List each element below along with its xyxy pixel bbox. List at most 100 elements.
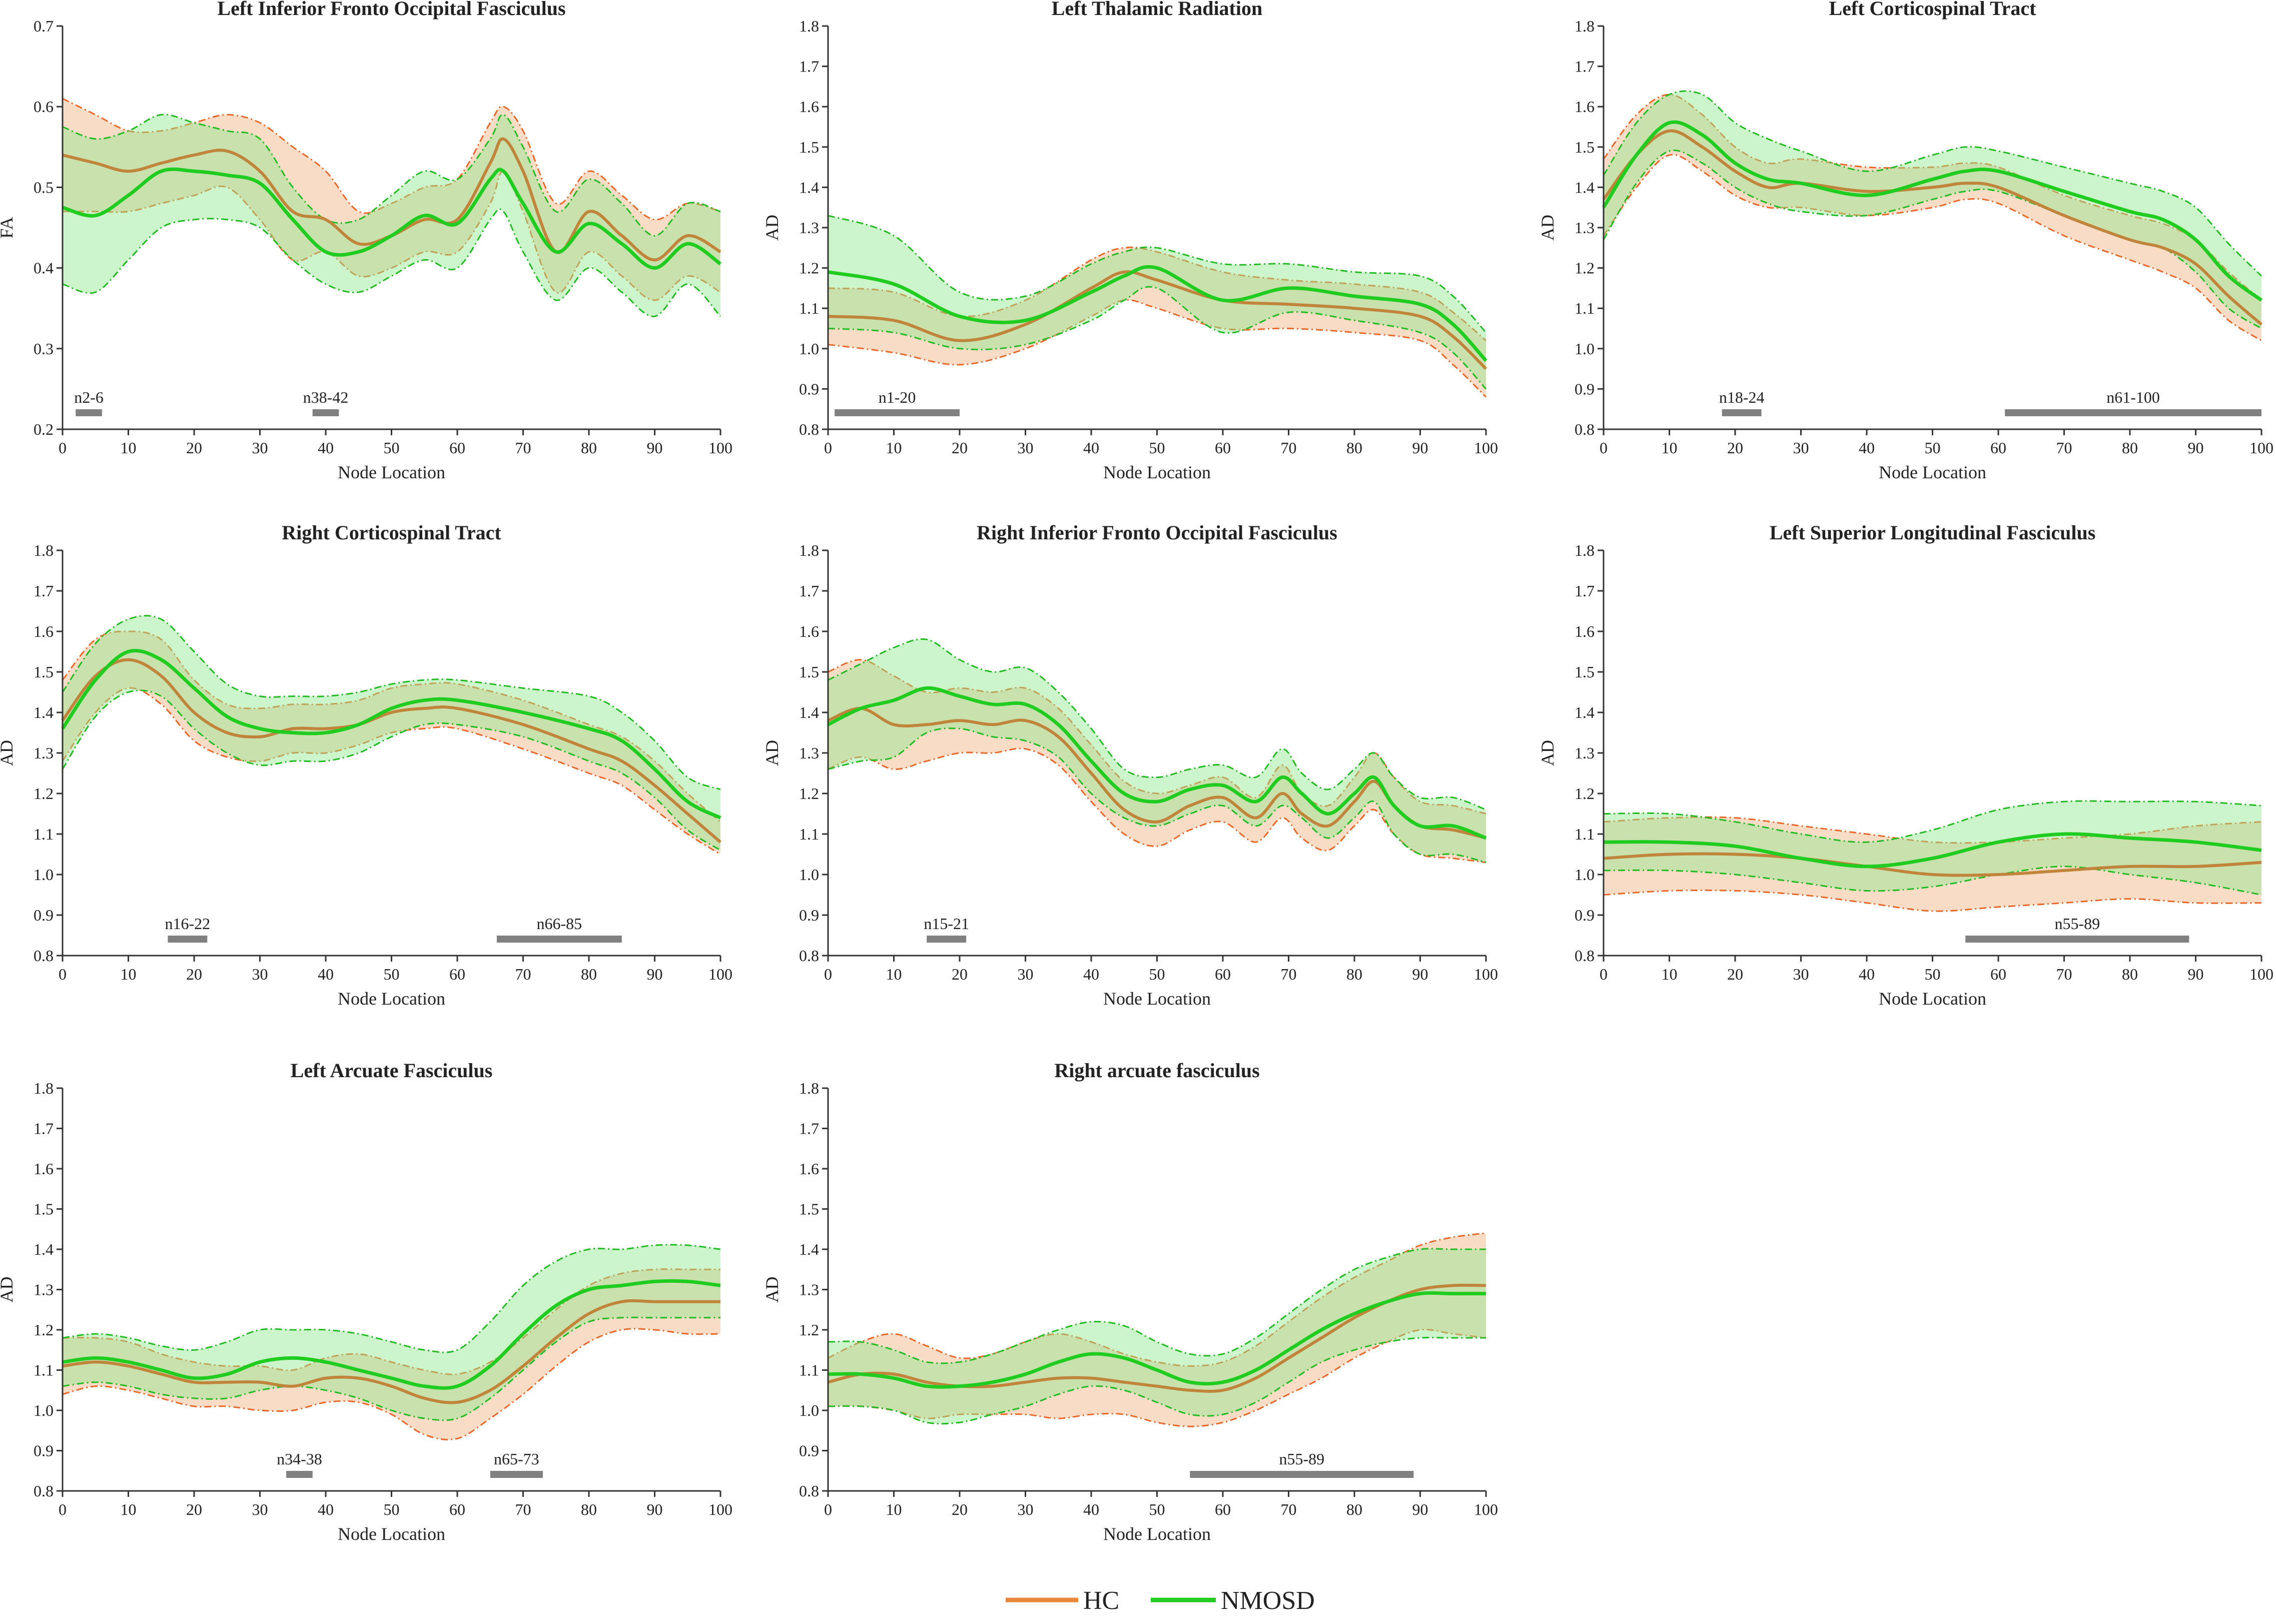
x-tick-label: 20 xyxy=(1727,965,1743,983)
y-axis-label: AD xyxy=(1538,740,1558,766)
y-tick-label: 0.9 xyxy=(1575,380,1595,398)
nmosd-confidence-band xyxy=(63,114,720,317)
nmosd-confidence-band xyxy=(63,1244,720,1420)
y-tick-label: 1.6 xyxy=(799,622,819,640)
x-tick-label: 50 xyxy=(384,1500,400,1518)
nmosd-mean-line xyxy=(62,1279,721,1390)
y-tick-label: 1.8 xyxy=(799,1079,819,1097)
x-tick-label: 60 xyxy=(1990,965,2006,983)
y-tick-label: 1.5 xyxy=(34,1200,54,1218)
x-tick-label: 90 xyxy=(1412,439,1428,457)
significance-bar xyxy=(312,409,339,416)
y-tick-label: 1.5 xyxy=(1575,138,1595,156)
chart-panel-1: Left Inferior Fronto Occipital Fasciculu… xyxy=(0,0,732,482)
x-tick-label: 90 xyxy=(647,965,663,983)
significance-label: n16-22 xyxy=(165,915,211,933)
hc-confidence-band xyxy=(1604,95,2261,341)
x-tick-label: 60 xyxy=(1990,439,2006,457)
x-tick-label: 80 xyxy=(581,1500,597,1518)
x-tick-label: 70 xyxy=(1281,965,1297,983)
significance-label: n55-89 xyxy=(1279,1450,1324,1468)
x-tick-label: 30 xyxy=(1018,1500,1034,1518)
x-tick-label: 40 xyxy=(1859,439,1875,457)
x-tick-label: 80 xyxy=(581,439,597,457)
y-tick-label: 1.1 xyxy=(34,825,54,843)
significance-bar xyxy=(1965,936,2189,943)
significance-bar xyxy=(496,936,622,943)
nmosd-band-lower-edge xyxy=(1603,866,2262,896)
chart-panel-3: Left Corticospinal Tract n18-24 n61-100 0.8… xyxy=(1538,0,2273,482)
y-tick-label: 0.8 xyxy=(799,1482,819,1500)
x-tick-label: 0 xyxy=(824,439,832,457)
y-tick-label: 1.1 xyxy=(34,1361,54,1379)
x-tick-label: 50 xyxy=(384,965,400,983)
hc-band-lower-edge xyxy=(63,170,721,301)
y-tick-label: 1.8 xyxy=(34,1079,54,1097)
y-tick-label: 0.2 xyxy=(34,420,54,438)
hc-band-upper-edge xyxy=(828,246,1486,341)
x-tick-label: 90 xyxy=(2188,965,2204,983)
x-tick-label: 70 xyxy=(2056,439,2072,457)
significance-label: n18-24 xyxy=(1719,388,1765,406)
hc-confidence-band xyxy=(63,99,720,301)
x-tick-label: 10 xyxy=(121,1500,137,1518)
nmosd-band-lower-edge xyxy=(62,208,721,317)
x-tick-label: 100 xyxy=(1474,1500,1498,1518)
x-tick-label: 40 xyxy=(318,439,334,457)
y-tick-label: 0.8 xyxy=(34,947,54,965)
x-tick-label: 100 xyxy=(1474,965,1498,983)
x-tick-label: 30 xyxy=(252,439,268,457)
x-tick-label: 20 xyxy=(1727,439,1743,457)
chart-title: Right Corticospinal Tract xyxy=(282,521,501,544)
y-tick-label: 1.1 xyxy=(1575,825,1595,843)
chart-title: Left Superior Longitudinal Fasciculus xyxy=(1770,521,2096,544)
y-tick-label: 1.4 xyxy=(799,703,819,721)
significance-label: n15-21 xyxy=(924,915,969,933)
x-tick-label: 80 xyxy=(581,965,597,983)
significance-bar xyxy=(2005,409,2261,416)
x-axis-label: Node Location xyxy=(1879,989,1986,1009)
y-tick-label: 1.2 xyxy=(1575,259,1595,277)
nmosd-confidence-band xyxy=(1604,91,2261,329)
chart-panel-6: Left Superior Longitudinal Fasciculus n55… xyxy=(1538,521,2273,1009)
x-axis-label: Node Location xyxy=(1103,989,1211,1009)
y-axis-label: FA xyxy=(0,217,17,238)
hc-confidence-band xyxy=(63,1269,720,1440)
significance-bar xyxy=(1722,409,1762,416)
x-tick-label: 60 xyxy=(1215,439,1231,457)
hc-mean-line xyxy=(62,137,721,262)
hc-band-upper-edge xyxy=(1603,816,2262,844)
nmosd-band-lower-edge xyxy=(62,689,721,851)
y-tick-label: 1.4 xyxy=(799,1240,819,1258)
hc-band-upper-edge xyxy=(1603,94,2262,301)
y-tick-label: 1.5 xyxy=(799,1200,819,1218)
x-tick-label: 50 xyxy=(1925,965,1941,983)
y-tick-label: 1.1 xyxy=(799,1361,819,1379)
y-tick-label: 1.7 xyxy=(34,1120,54,1138)
x-axis-label: Node Location xyxy=(1103,1524,1211,1544)
chart-title: Left Arcuate Fasciculus xyxy=(291,1059,493,1082)
x-tick-label: 100 xyxy=(2249,439,2273,457)
x-tick-label: 90 xyxy=(2188,439,2204,457)
x-tick-label: 80 xyxy=(1346,439,1362,457)
y-tick-label: 1.7 xyxy=(1575,582,1595,600)
x-tick-label: 70 xyxy=(1281,439,1297,457)
significance-bar xyxy=(286,1471,313,1478)
panels: Left Inferior Fronto Occipital Fasciculu… xyxy=(0,0,2273,1544)
nmosd-confidence-band xyxy=(828,639,1486,863)
x-tick-label: 30 xyxy=(252,965,268,983)
nmosd-mean-line xyxy=(1602,120,2263,302)
x-tick-label: 10 xyxy=(886,965,902,983)
y-tick-label: 1.2 xyxy=(1575,784,1595,802)
significance-bar xyxy=(1190,1471,1414,1478)
y-tick-label: 0.9 xyxy=(799,380,819,398)
x-tick-label: 80 xyxy=(2122,439,2138,457)
hc-band-lower-edge xyxy=(828,747,1486,864)
x-tick-label: 40 xyxy=(1083,965,1099,983)
nmosd-confidence-band xyxy=(1604,801,2261,895)
y-tick-label: 0.9 xyxy=(799,1442,819,1460)
nmosd-band-lower-edge xyxy=(828,286,1487,390)
x-tick-label: 60 xyxy=(449,439,465,457)
y-axis-label: AD xyxy=(762,1277,782,1303)
x-tick-label: 20 xyxy=(952,439,968,457)
